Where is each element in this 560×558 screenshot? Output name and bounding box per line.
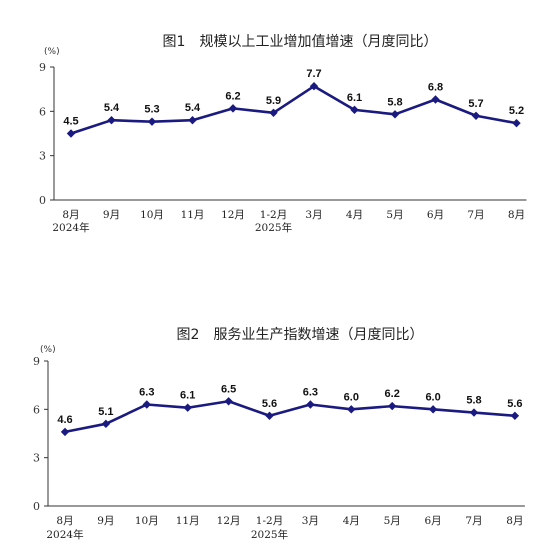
chart1-x-tick-label: 4月: [346, 209, 363, 221]
chart1-data-label: 5.4: [185, 102, 201, 114]
chart1-x-tick-label: 8月: [508, 209, 525, 221]
chart2-y-tick-label: 6: [33, 403, 40, 416]
chart1-unit-label: (%): [44, 47, 60, 57]
chart1-point-marker: [390, 110, 400, 119]
chart1-x-tick-label: 3月: [305, 209, 322, 221]
chart2-point-marker: [306, 400, 315, 409]
chart2-point-marker: [469, 408, 479, 417]
chart2-x-tick-label: 11月: [176, 515, 200, 527]
chart2-x-tick-label: 8月: [506, 515, 523, 527]
chart2-x-tick-label: 8月: [56, 515, 73, 527]
chart1-point-marker: [107, 116, 116, 125]
chart2-data-label: 6.0: [344, 391, 359, 403]
chart2-data-label: 4.6: [57, 414, 72, 426]
chart1-data-label: 5.4: [104, 102, 120, 114]
chart1-x-tick-label: 7月: [467, 209, 484, 221]
chart1-y-tick-label: 9: [39, 61, 46, 74]
chart2-x-tick-label: 7月: [465, 515, 482, 527]
chart2-point-marker: [265, 411, 274, 420]
chart1-point-marker: [309, 82, 319, 91]
chart2-data-label: 5.6: [262, 398, 277, 410]
chart1-x-tick-label: 5月: [386, 209, 403, 221]
chart2-point-marker: [224, 397, 233, 406]
chart1-point-marker: [431, 95, 440, 104]
chart1-y-tick-label: 6: [39, 105, 46, 118]
chart2-y-tick-label: 3: [33, 452, 40, 465]
chart2-x-tick-label: 3月: [302, 515, 319, 527]
chart2-y-tick-label: 0: [33, 500, 40, 513]
chart1-data-label: 7.7: [306, 68, 321, 80]
chart2-data-label: 6.3: [139, 387, 154, 399]
chart2-data-label: 6.5: [221, 383, 236, 395]
chart2-x-year-label: 2024年: [46, 528, 83, 541]
chart2-data-label: 6.2: [385, 388, 400, 400]
chart1-x-year-label: 2025年: [255, 221, 292, 234]
chart1-x-tick-label: 9月: [103, 209, 120, 221]
chart1-data-label: 4.5: [63, 116, 78, 128]
chart2-data-label: 6.0: [425, 391, 440, 403]
chart2-point-marker: [428, 405, 438, 414]
chart1-point-marker: [512, 118, 521, 128]
chart1-point-marker: [188, 116, 197, 125]
chart2-data-label: 5.1: [98, 406, 113, 418]
chart2-data-label: 5.8: [466, 395, 481, 407]
chart1-data-label: 6.2: [225, 90, 240, 102]
chart1-data-label: 5.7: [468, 98, 483, 110]
chart2-title: 图2 服务业生产指数增速（月度同比）: [177, 327, 424, 343]
chart2-series-line: [64, 399, 516, 434]
chart1-point-marker: [350, 105, 359, 115]
chart2-point-marker: [60, 427, 70, 437]
chart2-y-tick-label: 9: [33, 355, 40, 368]
chart1-point-marker: [228, 104, 238, 113]
chart1-y-tick-label: 3: [39, 150, 46, 163]
chart2-point-marker: [510, 411, 520, 420]
chart1-x-tick-label: 11月: [181, 209, 205, 221]
chart2-x-tick-label: 4月: [343, 515, 360, 527]
chart1-x-year-label: 2024年: [52, 221, 89, 234]
chart2-x-tick-label: 12月: [217, 515, 241, 527]
chart1-x-tick-label: 1-2月: [260, 209, 287, 221]
chart2-point-marker: [101, 419, 111, 429]
chart1-y-tick-label: 0: [39, 194, 46, 207]
chart1-data-label: 5.3: [144, 104, 159, 116]
chart1-data-label: 5.8: [387, 96, 402, 108]
chart2-x-tick-label: 10月: [135, 515, 159, 527]
chart2-data-label: 6.3: [303, 387, 318, 399]
chart1-x-tick-label: 6月: [427, 209, 444, 221]
chart1-x-tick-label: 10月: [140, 209, 164, 221]
chart1-data-label: 5.2: [509, 105, 524, 117]
chart1-point-marker: [66, 129, 76, 138]
chart2-x-tick-label: 1-2月: [256, 515, 283, 527]
chart2-point-marker: [347, 405, 356, 414]
chart1-point-marker: [269, 108, 278, 118]
chart1-data-label: 6.8: [428, 82, 443, 94]
chart2-point-marker: [388, 401, 397, 411]
chart1-x-tick-label: 12月: [221, 209, 245, 221]
chart1-point-marker: [147, 117, 157, 126]
chart2-point-marker: [183, 403, 192, 412]
chart1-point-marker: [471, 111, 481, 120]
chart2-point-marker: [142, 400, 151, 409]
chart1-x-tick-label: 8月: [62, 209, 79, 221]
chart1-data-label: 6.1: [347, 92, 362, 104]
chart2-x-tick-label: 9月: [97, 515, 114, 527]
chart2-x-tick-label: 6月: [425, 515, 442, 527]
chart2-x-year-label: 2025年: [251, 528, 288, 541]
chart1-series-line: [70, 84, 517, 135]
chart2-data-label: 5.6: [507, 398, 522, 410]
chart1-title: 图1 规模以上工业增加值增速（月度同比）: [163, 34, 438, 50]
chart2-x-tick-label: 5月: [384, 515, 401, 527]
chart2-unit-label: (%): [40, 345, 56, 355]
chart1-data-label: 5.9: [266, 95, 281, 107]
chart2-data-label: 6.1: [180, 390, 195, 402]
